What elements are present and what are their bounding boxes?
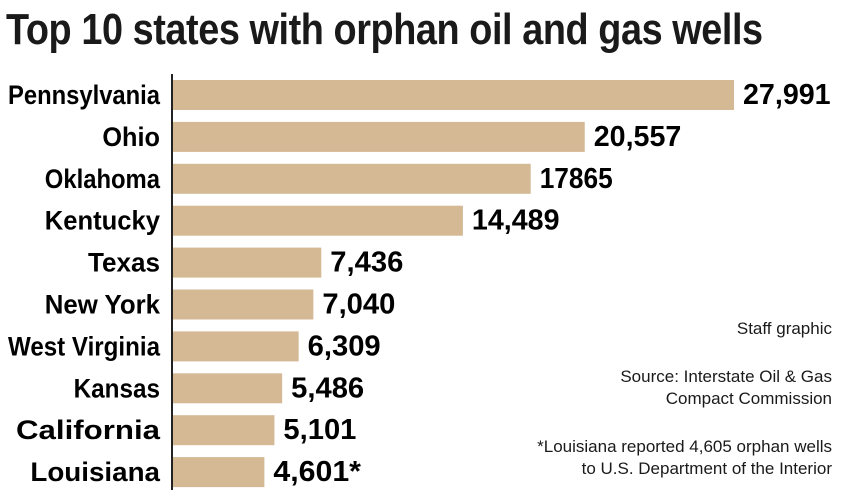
- category-labels: Pennsylvania Ohio Oklahoma Kentucky Texas New…: [8, 80, 161, 487]
- category-label-louisiana: Louisiana: [30, 457, 161, 487]
- footnote-line-1: *Louisiana reported 4,605 orphan wells: [537, 437, 832, 456]
- value-label-ohio: 20,557: [594, 121, 682, 153]
- value-label-louisiana: 4,601*: [273, 456, 361, 488]
- value-label-kentucky: 14,489: [472, 205, 560, 237]
- source-line-2: Compact Commission: [665, 389, 832, 408]
- bar-kansas: [172, 373, 283, 404]
- category-label-pennsylvania: Pennsylvania: [8, 80, 161, 110]
- chart-title: Top 10 states with orphan oil and gas we…: [6, 5, 763, 54]
- category-label-california: California: [16, 415, 161, 445]
- credit-line: Staff graphic: [736, 319, 832, 338]
- value-labels: 27,991 20,557 17865 14,489 7,436 7,040 6,309 5,…: [273, 79, 830, 488]
- category-label-ohio: Ohio: [102, 122, 160, 152]
- value-label-oklahoma: 17865: [540, 163, 613, 195]
- bars-group: [172, 80, 734, 488]
- category-label-texas: Texas: [88, 248, 160, 278]
- credit-text: Staff graphic: [737, 318, 832, 340]
- footnote-line-2: to U.S. Department of the Interior: [581, 459, 832, 478]
- bar-new-york: [172, 289, 314, 320]
- source-text: Source: Interstate Oil & Gas Compact Com…: [620, 366, 832, 410]
- bar-louisiana: [172, 457, 265, 488]
- value-label-pennsylvania: 27,991: [743, 79, 831, 111]
- value-label-california: 5,101: [283, 414, 356, 446]
- bar-west-virginia: [172, 331, 299, 362]
- category-label-oklahoma: Oklahoma: [45, 164, 161, 194]
- bar-texas: [172, 247, 322, 278]
- value-label-texas: 7,436: [330, 247, 403, 279]
- bar-oklahoma: [172, 163, 531, 194]
- category-label-kansas: Kansas: [74, 373, 160, 403]
- value-label-west-virginia: 6,309: [308, 330, 381, 362]
- bar-california: [172, 415, 275, 446]
- category-label-new-york: New York: [45, 290, 161, 320]
- category-label-kentucky: Kentucky: [45, 206, 160, 236]
- value-label-new-york: 7,040: [322, 289, 395, 321]
- bar-kentucky: [172, 205, 463, 236]
- value-label-kansas: 5,486: [291, 372, 364, 404]
- category-label-west-virginia: West Virginia: [8, 331, 161, 361]
- footnote-text: *Louisiana reported 4,605 orphan wells t…: [537, 436, 832, 480]
- bar-ohio: [172, 121, 585, 152]
- bar-pennsylvania: [172, 80, 734, 110]
- source-line-1: Source: Interstate Oil & Gas: [620, 367, 832, 386]
